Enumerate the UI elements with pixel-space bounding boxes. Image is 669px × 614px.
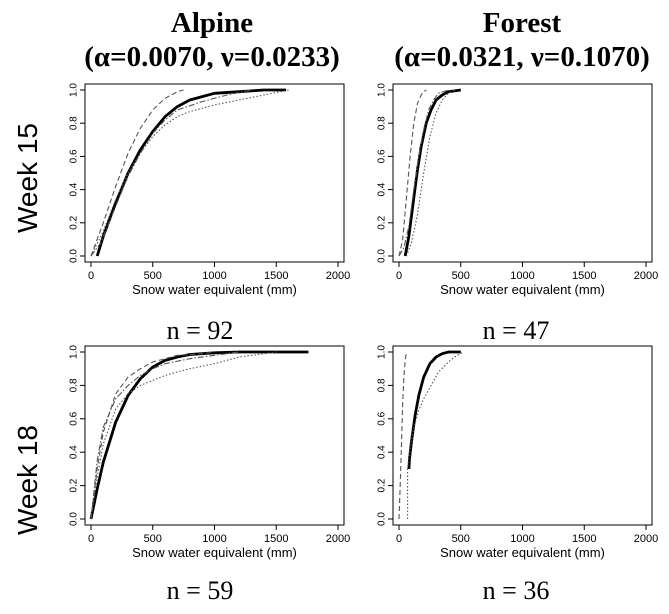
y-tick-label: 0.2 <box>377 215 388 229</box>
y-tick-label: 0.4 <box>69 445 80 459</box>
series-line-dashed <box>90 89 184 257</box>
y-tick-label: 1.0 <box>69 83 80 97</box>
series-line-thick <box>89 350 309 520</box>
y-tick-label: 0.4 <box>377 182 388 196</box>
y-tick-label: 0.8 <box>69 378 80 392</box>
x-tick-label: 2000 <box>634 270 658 282</box>
x-axis-label: Snow water equivalent (mm) <box>440 545 605 560</box>
series-line-dashdot <box>90 89 252 257</box>
x-tick-label: 1500 <box>264 533 288 545</box>
y-tick-label: 0.8 <box>377 378 388 392</box>
series-line-dashed <box>90 351 215 520</box>
x-tick-label: 2000 <box>326 533 350 545</box>
y-tick-label: 0.4 <box>377 445 388 459</box>
series-line-dashdot <box>398 89 449 257</box>
sample-size-forest-week18: n = 36 <box>482 576 550 605</box>
plot-frame <box>84 345 345 526</box>
y-tick-label: 0.6 <box>377 149 388 163</box>
plot-frame <box>84 83 345 263</box>
sample-size-alpine-week18: n = 59 <box>166 576 234 605</box>
x-tick-label: 500 <box>144 270 162 282</box>
series-line-dotted <box>407 351 464 519</box>
x-tick-label: 500 <box>452 270 470 282</box>
x-tick-label: 1500 <box>264 270 288 282</box>
x-tick-label: 500 <box>144 533 162 545</box>
y-tick-label: 0.0 <box>69 512 80 526</box>
y-tick-label: 0.6 <box>69 149 80 163</box>
series-line-thick <box>407 350 461 469</box>
y-tick-label: 0.2 <box>69 478 80 492</box>
plot-frame <box>392 345 653 526</box>
x-axis-label: Snow water equivalent (mm) <box>440 282 605 297</box>
x-tick-label: 0 <box>88 270 94 282</box>
series-line-dashed <box>398 351 407 520</box>
series-line-dashdot <box>90 351 240 520</box>
column-title-alpine: Alpine (α=0.0070, ν=0.0233) <box>84 7 340 73</box>
x-tick-label: 0 <box>396 270 402 282</box>
y-tick-label: 1.0 <box>69 345 80 359</box>
y-tick-label: 0.4 <box>69 182 80 196</box>
y-tick-label: 0.2 <box>69 215 80 229</box>
x-tick-label: 2000 <box>326 270 350 282</box>
y-tick-label: 1.0 <box>377 83 388 97</box>
x-axis-label: Snow water equivalent (mm) <box>132 282 297 297</box>
y-tick-label: 0.6 <box>69 411 80 425</box>
y-tick-label: 1.0 <box>377 345 388 359</box>
sample-size-alpine-week15: n = 92 <box>166 316 234 345</box>
y-tick-label: 0.6 <box>377 411 388 425</box>
x-tick-label: 1000 <box>202 533 226 545</box>
y-tick-label: 0.0 <box>377 512 388 526</box>
y-tick-label: 0.0 <box>377 249 388 263</box>
x-tick-label: 0 <box>88 533 94 545</box>
x-tick-label: 1000 <box>202 270 226 282</box>
x-tick-label: 1500 <box>572 533 596 545</box>
x-tick-label: 1000 <box>510 270 534 282</box>
y-tick-label: 0.2 <box>377 478 388 492</box>
sample-size-forest-week15: n = 47 <box>482 316 550 345</box>
y-tick-label: 0.8 <box>377 116 388 130</box>
x-tick-label: 500 <box>452 533 470 545</box>
series-line-dashed <box>398 89 427 257</box>
x-tick-label: 2000 <box>634 533 658 545</box>
y-tick-label: 0.0 <box>69 249 80 263</box>
column-title-forest: Forest (α=0.0321, ν=0.1070) <box>394 7 650 73</box>
y-tick-label: 0.8 <box>69 116 80 130</box>
series-line-thick <box>403 88 461 257</box>
series-line-dotted <box>90 89 289 257</box>
series-line-thick <box>95 88 287 257</box>
x-axis-label: Snow water equivalent (mm) <box>132 545 297 560</box>
series-line-dotted <box>90 351 277 520</box>
x-tick-label: 0 <box>396 533 402 545</box>
x-tick-label: 1000 <box>510 533 534 545</box>
x-tick-label: 1500 <box>572 270 596 282</box>
